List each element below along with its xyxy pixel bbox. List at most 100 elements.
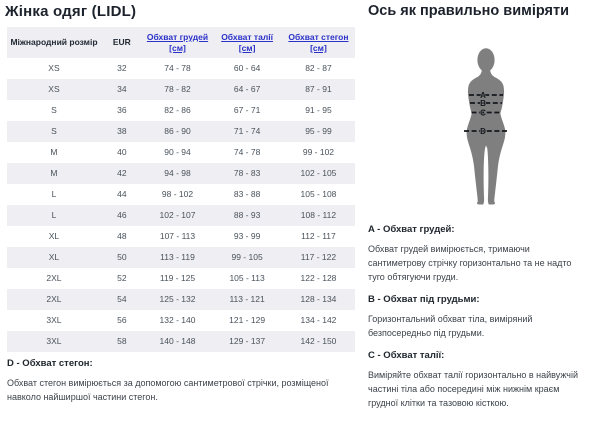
size-cell: S bbox=[51, 126, 57, 137]
size-table: Міжнародний розмір EUR Обхват грудей [см] Об… bbox=[7, 27, 355, 352]
woman-silhouette bbox=[466, 48, 506, 205]
table-row: S 36 82 - 86 67 - 71 91 - 95 bbox=[7, 100, 355, 121]
measure-section-heading: C - Обхват талії: bbox=[368, 349, 445, 361]
size-cell: 2XL bbox=[46, 294, 62, 305]
size-cell: 56 bbox=[117, 315, 127, 326]
size-cell: 34 bbox=[117, 84, 127, 95]
size-cell: 82 - 86 bbox=[164, 105, 191, 116]
column-header-link[interactable]: Обхват грудей [см] bbox=[146, 31, 209, 53]
note-d-text: Обхват стегон вимірюється за допомогою с… bbox=[7, 378, 329, 402]
size-cell: 129 - 137 bbox=[229, 336, 266, 347]
size-cell: 121 - 129 bbox=[229, 315, 266, 326]
size-cell: 32 bbox=[117, 63, 127, 74]
size-cell: 64 - 67 bbox=[233, 84, 261, 95]
table-row: 2XL 54 125 - 132 113 - 121 128 - 134 bbox=[7, 289, 355, 310]
table-row: S 38 86 - 90 71 - 74 95 - 99 bbox=[7, 121, 355, 142]
size-cell: 60 - 64 bbox=[233, 63, 261, 74]
column-header-link[interactable]: Обхват талії [см] bbox=[221, 31, 273, 53]
size-cell: 107 - 113 bbox=[159, 231, 196, 242]
size-cell: L bbox=[51, 210, 57, 221]
size-cell: 102 - 107 bbox=[159, 210, 196, 221]
figure-label-c: C bbox=[480, 108, 486, 117]
size-cell: 88 - 93 bbox=[233, 210, 261, 221]
column-header: Обхват грудей [см] bbox=[143, 27, 213, 58]
column-header: Обхват талії [см] bbox=[212, 27, 282, 58]
column-header: EUR bbox=[112, 37, 131, 48]
measure-lines bbox=[464, 94, 508, 132]
measure-sections: A - Обхват грудей: Обхват грудей вимірюєт… bbox=[368, 224, 582, 420]
size-cell: 125 - 132 bbox=[159, 294, 196, 305]
size-cell: 78 - 82 bbox=[164, 84, 191, 95]
size-cell: 90 - 94 bbox=[164, 147, 191, 158]
table-row: XL 50 113 - 119 99 - 105 117 - 122 bbox=[7, 247, 355, 268]
size-cell: 50 bbox=[117, 252, 127, 263]
table-row: 3XL 56 132 - 140 121 - 129 134 - 142 bbox=[7, 310, 355, 331]
table-row: L 44 98 - 102 83 - 88 105 - 108 bbox=[7, 184, 355, 205]
size-cell: 36 bbox=[117, 105, 127, 116]
page-title: Жінка одяг (LIDL) bbox=[5, 3, 137, 20]
table-row: M 42 94 - 98 78 - 83 102 - 105 bbox=[7, 163, 355, 184]
size-cell: 99 - 102 bbox=[302, 147, 335, 158]
size-cell: 40 bbox=[117, 147, 127, 158]
table-header-row: Міжнародний розмір EUR Обхват грудей [см] Об… bbox=[7, 27, 355, 58]
size-cell: 94 - 98 bbox=[164, 168, 191, 179]
measure-section-text: Виміряйте обхват талії горизонтально в н… bbox=[368, 369, 578, 408]
table-row: XL 48 107 - 113 93 - 99 112 - 117 bbox=[7, 226, 355, 247]
size-cell: 74 - 78 bbox=[164, 63, 191, 74]
table-row: XS 32 74 - 78 60 - 64 82 - 87 bbox=[7, 58, 355, 79]
size-cell: XS bbox=[48, 63, 60, 74]
size-cell: 99 - 105 bbox=[231, 252, 263, 263]
size-cell: 67 - 71 bbox=[233, 105, 261, 116]
size-cell: 78 - 83 bbox=[233, 168, 261, 179]
size-cell: L bbox=[51, 189, 57, 200]
measure-section-heading: B - Обхват під грудьми: bbox=[368, 293, 480, 305]
size-cell: 38 bbox=[117, 126, 127, 137]
size-cell: 132 - 140 bbox=[159, 315, 196, 326]
size-cell: 95 - 99 bbox=[305, 126, 332, 137]
size-cell: 122 - 128 bbox=[300, 273, 337, 284]
size-cell: 71 - 74 bbox=[233, 126, 261, 137]
size-cell: S bbox=[51, 105, 57, 116]
size-cell: 98 - 102 bbox=[161, 189, 194, 200]
size-cell: 119 - 125 bbox=[159, 273, 196, 284]
size-cell: 91 - 95 bbox=[305, 105, 332, 116]
table-row: 3XL 58 140 - 148 129 - 137 142 - 150 bbox=[7, 331, 355, 352]
figure-label-a: A bbox=[480, 91, 486, 100]
size-cell: 134 - 142 bbox=[300, 315, 337, 326]
size-cell: 46 bbox=[117, 210, 127, 221]
size-cell: 102 - 105 bbox=[300, 168, 337, 179]
table-row: M 40 90 - 94 74 - 78 99 - 102 bbox=[7, 142, 355, 163]
note-d: D - Обхват стегон: Обхват стегон вимірює… bbox=[7, 358, 357, 414]
figure-label-b: B bbox=[480, 99, 486, 108]
column-header: Міжнародний розмір bbox=[10, 37, 98, 48]
size-cell: 113 - 119 bbox=[160, 252, 195, 263]
size-cell: 112 - 117 bbox=[301, 231, 336, 242]
size-cell: 74 - 78 bbox=[233, 147, 261, 158]
size-cell: M bbox=[50, 147, 58, 158]
table-row: L 46 102 - 107 88 - 93 108 - 112 bbox=[7, 205, 355, 226]
column-header-link[interactable]: Обхват стегон [см] bbox=[288, 31, 349, 53]
size-cell: 87 - 91 bbox=[305, 84, 332, 95]
table-row: XS 34 78 - 82 64 - 67 87 - 91 bbox=[7, 79, 355, 100]
size-cell: 128 - 134 bbox=[300, 294, 337, 305]
note-d-heading: D - Обхват стегон: bbox=[7, 358, 93, 369]
size-cell: 42 bbox=[117, 168, 127, 179]
size-cell: 105 - 113 bbox=[229, 273, 265, 284]
size-cell: 58 bbox=[117, 336, 127, 347]
measure-title: Ось як правильно виміряти bbox=[368, 3, 570, 19]
size-cell: 3XL bbox=[46, 336, 62, 347]
measure-section-heading: A - Обхват грудей: bbox=[368, 224, 455, 235]
size-cell: 86 - 90 bbox=[164, 126, 191, 137]
size-cell: 142 - 150 bbox=[300, 336, 337, 347]
table-row: 2XL 52 119 - 125 105 - 113 122 - 128 bbox=[7, 268, 355, 289]
size-cell: 48 bbox=[117, 231, 127, 242]
size-cell: 108 - 112 bbox=[300, 210, 337, 221]
size-cell: XL bbox=[48, 231, 60, 242]
size-cell: 113 - 121 bbox=[229, 294, 265, 305]
size-cell: 117 - 122 bbox=[300, 252, 337, 263]
size-cell: M bbox=[50, 168, 58, 179]
measurement-figure: A B C D bbox=[464, 48, 508, 205]
size-cell: 2XL bbox=[46, 273, 62, 284]
size-cell: 44 bbox=[117, 189, 127, 200]
